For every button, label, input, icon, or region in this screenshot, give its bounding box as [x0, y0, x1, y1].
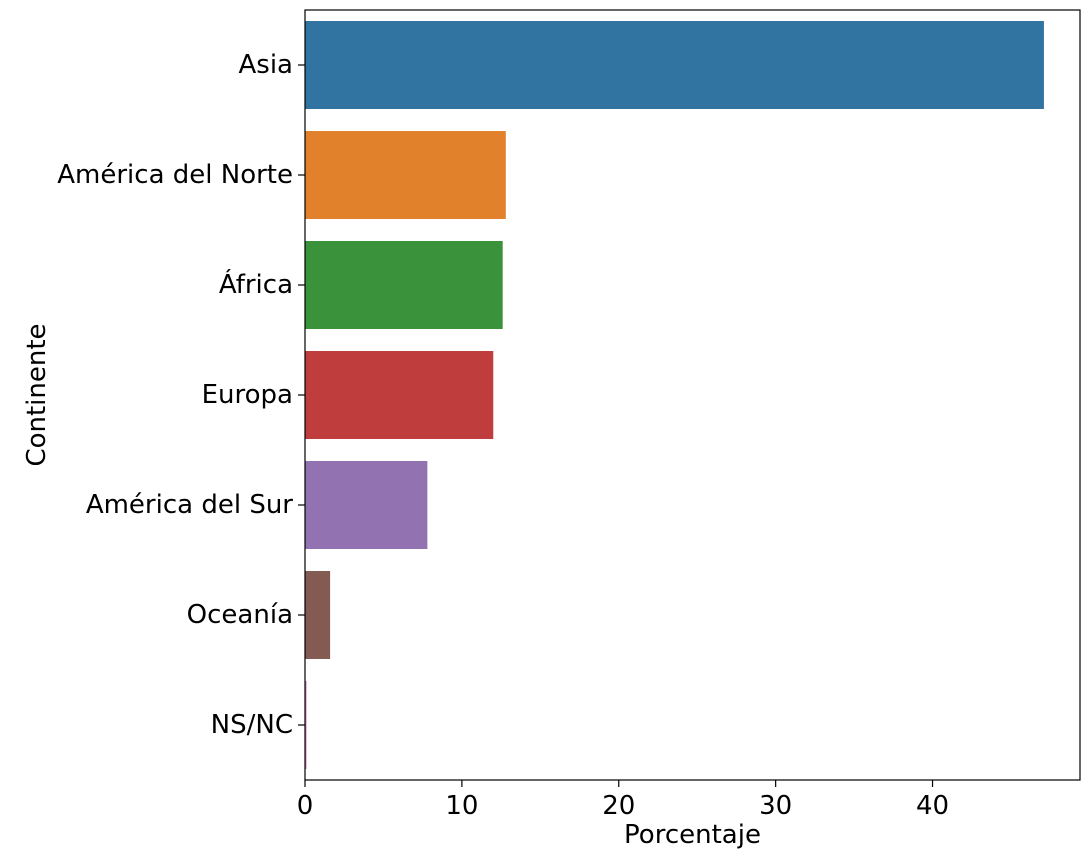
bar-5: [305, 571, 331, 659]
x-tick-label: 20: [602, 791, 635, 821]
bar-3: [305, 351, 494, 439]
bar-1: [305, 131, 506, 219]
y-axis-ticks: Asia América del Norte África Europa América…: [57, 50, 305, 740]
x-tick-label: 40: [916, 791, 949, 821]
y-axis-label: Continente: [22, 323, 52, 466]
x-tick-label: 30: [759, 791, 792, 821]
bar-4: [305, 461, 428, 549]
y-tick-label: Oceanía: [187, 600, 293, 630]
y-tick-label: Asia: [239, 50, 294, 80]
bar-6: [305, 681, 307, 769]
x-axis-ticks: 0 10 20 30 40: [297, 780, 949, 821]
y-tick-label: América del Sur: [86, 490, 293, 520]
x-axis-label: Porcentaje: [624, 820, 761, 850]
y-tick-label: África: [219, 268, 293, 300]
x-tick-label: 0: [297, 791, 314, 821]
y-tick-label: América del Norte: [57, 160, 293, 190]
bar-0: [305, 21, 1044, 109]
plot-frame: [304, 9, 1081, 781]
x-tick-label: 10: [445, 791, 478, 821]
bars-group: [305, 21, 1044, 769]
y-tick-label: Europa: [202, 380, 293, 410]
bar-2: [305, 241, 503, 329]
y-tick-label: NS/NC: [211, 710, 293, 740]
